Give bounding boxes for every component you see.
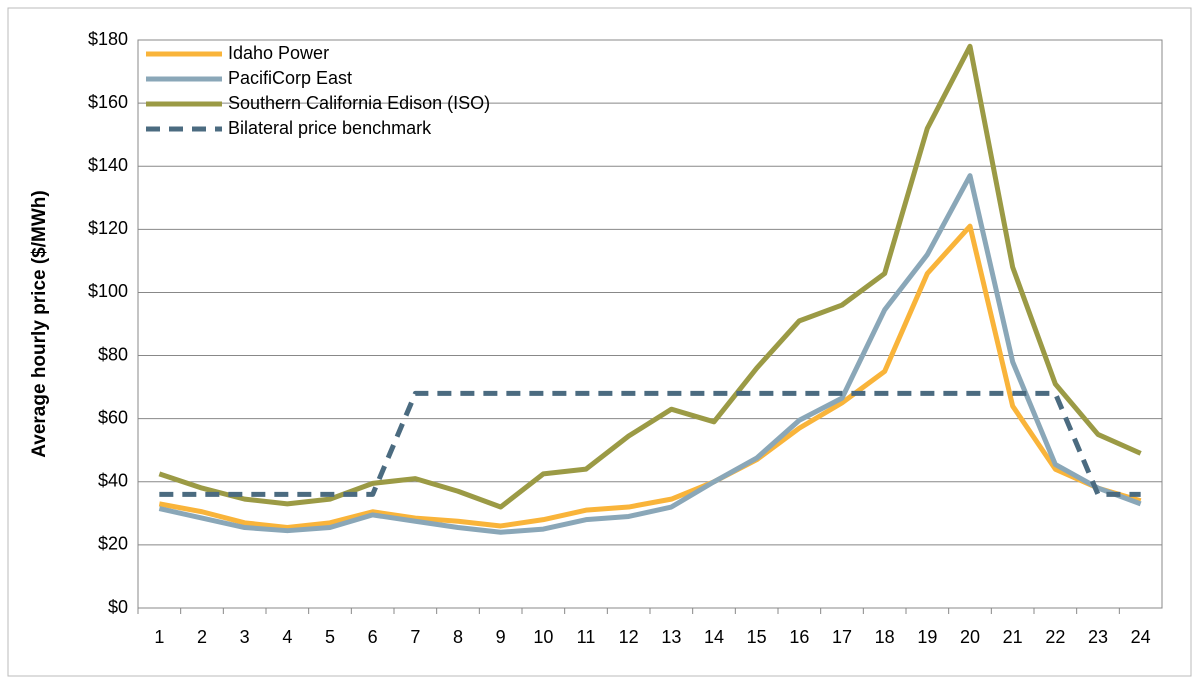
x-tick-label: 12 xyxy=(619,627,639,647)
x-tick-label: 2 xyxy=(197,627,207,647)
x-tick-label: 3 xyxy=(240,627,250,647)
x-tick-label: 24 xyxy=(1131,627,1151,647)
y-tick-label: $60 xyxy=(98,407,128,427)
x-tick-label: 22 xyxy=(1045,627,1065,647)
frame xyxy=(7,7,1192,677)
x-tick-label: 14 xyxy=(704,627,724,647)
y-tick-label: $40 xyxy=(98,471,128,491)
series-line xyxy=(158,43,1142,510)
y-tick-label: $0 xyxy=(108,597,128,617)
x-tick-label: 9 xyxy=(496,627,506,647)
x-tick-label: 10 xyxy=(533,627,553,647)
x-tick-label: 4 xyxy=(282,627,292,647)
y-tick-label: $160 xyxy=(88,92,128,112)
x-tick-label: 11 xyxy=(577,627,596,647)
x-tick-label: 5 xyxy=(325,627,335,647)
legend-label: PacifiCorp East xyxy=(228,68,352,88)
x-tick-label: 17 xyxy=(832,627,852,647)
x-tick-label: 16 xyxy=(789,627,809,647)
y-axis-label: Average hourly price ($/MWh) xyxy=(29,190,50,457)
x-tick-label: 21 xyxy=(1003,627,1023,647)
x-tick-label: 18 xyxy=(875,627,895,647)
x-tick-label: 23 xyxy=(1088,627,1108,647)
series-line xyxy=(158,223,1142,531)
x-tick-label: 13 xyxy=(661,627,681,647)
series-line xyxy=(158,173,1142,535)
legend-label: Southern California Edison (ISO) xyxy=(228,93,490,113)
series-line xyxy=(159,390,1141,497)
legend-label: Bilateral price benchmark xyxy=(228,118,432,138)
y-tick-label: $20 xyxy=(98,534,128,554)
y-tick-label: $180 xyxy=(88,29,128,49)
x-tick-label: 7 xyxy=(410,627,420,647)
y-tick-label: $80 xyxy=(98,344,128,364)
legend-label: Idaho Power xyxy=(228,43,329,63)
x-tick-label: 6 xyxy=(368,627,378,647)
x-tick-label: 15 xyxy=(747,627,767,647)
y-tick-label: $140 xyxy=(88,155,128,175)
x-tick-label: 20 xyxy=(960,627,980,647)
y-tick-label: $120 xyxy=(88,218,128,238)
y-tick-label: $100 xyxy=(88,281,128,301)
x-tick-label: 19 xyxy=(917,627,937,647)
x-tick-label: 1 xyxy=(154,627,164,647)
x-tick-label: 8 xyxy=(453,627,463,647)
